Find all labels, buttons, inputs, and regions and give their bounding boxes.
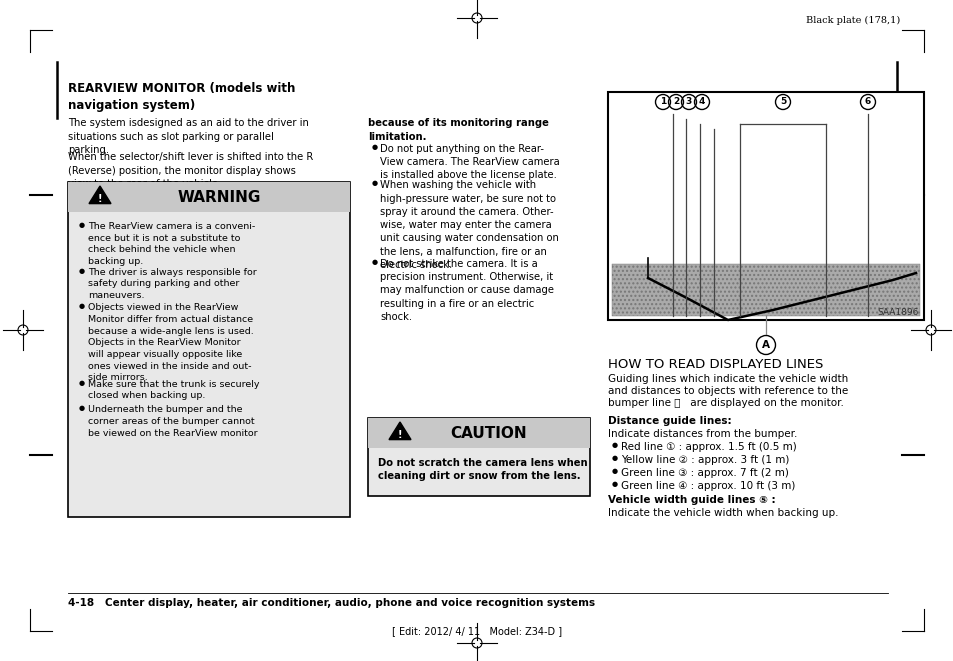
Text: CAUTION: CAUTION bbox=[450, 426, 527, 442]
Text: Green line ④ : approx. 10 ft (3 m): Green line ④ : approx. 10 ft (3 m) bbox=[620, 481, 795, 491]
Text: Do not scratch the camera lens when
cleaning dirt or snow from the lens.: Do not scratch the camera lens when clea… bbox=[377, 458, 587, 481]
Text: SAA1896: SAA1896 bbox=[877, 308, 918, 317]
Circle shape bbox=[775, 95, 790, 110]
Text: Vehicle width guide lines ⑤ :: Vehicle width guide lines ⑤ : bbox=[607, 495, 775, 505]
Text: Do not strike the camera. It is a
precision instrument. Otherwise, it
may malfun: Do not strike the camera. It is a precis… bbox=[379, 259, 554, 322]
Text: When the selector/shift lever is shifted into the R
(Reverse) position, the moni: When the selector/shift lever is shifted… bbox=[68, 152, 313, 189]
Bar bbox=[368, 418, 589, 448]
Circle shape bbox=[655, 95, 670, 110]
Polygon shape bbox=[89, 186, 111, 204]
Circle shape bbox=[860, 95, 875, 110]
Text: ●: ● bbox=[612, 455, 618, 461]
Text: !: ! bbox=[97, 194, 102, 204]
Text: The driver is always responsible for
safety during parking and other
maneuvers.: The driver is always responsible for saf… bbox=[88, 268, 256, 300]
Text: 6: 6 bbox=[864, 98, 870, 106]
Text: because of its monitoring range
limitation.: because of its monitoring range limitati… bbox=[368, 118, 548, 141]
Polygon shape bbox=[389, 422, 411, 440]
Text: Make sure that the trunk is securely
closed when backing up.: Make sure that the trunk is securely clo… bbox=[88, 380, 259, 401]
Text: ●: ● bbox=[372, 180, 377, 186]
Text: 4: 4 bbox=[699, 98, 704, 106]
Text: ●: ● bbox=[79, 405, 85, 411]
Text: ●: ● bbox=[612, 442, 618, 448]
Text: ●: ● bbox=[612, 481, 618, 487]
Text: The RearView camera is a conveni-
ence but it is not a substitute to
check behin: The RearView camera is a conveni- ence b… bbox=[88, 222, 255, 266]
Text: REARVIEW MONITOR (models with
navigation system): REARVIEW MONITOR (models with navigation… bbox=[68, 82, 295, 112]
Text: Underneath the bumper and the
corner areas of the bumper cannot
be viewed on the: Underneath the bumper and the corner are… bbox=[88, 405, 257, 438]
Text: !: ! bbox=[397, 430, 402, 440]
Text: ●: ● bbox=[372, 144, 377, 150]
Text: ●: ● bbox=[372, 259, 377, 265]
Text: ●: ● bbox=[79, 222, 85, 228]
Text: Green line ③ : approx. 7 ft (2 m): Green line ③ : approx. 7 ft (2 m) bbox=[620, 468, 788, 478]
Text: 1: 1 bbox=[659, 98, 665, 106]
Text: When washing the vehicle with
high-pressure water, be sure not to
spray it aroun: When washing the vehicle with high-press… bbox=[379, 180, 558, 270]
Circle shape bbox=[756, 336, 775, 354]
Text: Distance guide lines:: Distance guide lines: bbox=[607, 416, 731, 426]
Text: 2: 2 bbox=[672, 98, 679, 106]
Circle shape bbox=[668, 95, 682, 110]
Text: ●: ● bbox=[79, 380, 85, 386]
Text: The system isdesigned as an aid to the driver in
situations such as slot parking: The system isdesigned as an aid to the d… bbox=[68, 118, 309, 155]
Text: 5: 5 bbox=[779, 98, 785, 106]
Circle shape bbox=[694, 95, 709, 110]
Text: HOW TO READ DISPLAYED LINES: HOW TO READ DISPLAYED LINES bbox=[607, 358, 822, 371]
Text: A: A bbox=[761, 340, 769, 350]
Text: 4-18   Center display, heater, air conditioner, audio, phone and voice recogniti: 4-18 Center display, heater, air conditi… bbox=[68, 598, 595, 608]
Text: Do not put anything on the Rear-
View camera. The RearView camera
is installed a: Do not put anything on the Rear- View ca… bbox=[379, 144, 559, 180]
Text: Yellow line ② : approx. 3 ft (1 m): Yellow line ② : approx. 3 ft (1 m) bbox=[620, 455, 788, 465]
Text: 3: 3 bbox=[685, 98, 691, 106]
Text: [ Edit: 2012/ 4/ 11   Model: Z34-D ]: [ Edit: 2012/ 4/ 11 Model: Z34-D ] bbox=[392, 626, 561, 636]
Circle shape bbox=[680, 95, 696, 110]
Text: ●: ● bbox=[79, 303, 85, 309]
Text: ●: ● bbox=[612, 468, 618, 474]
Text: Indicate distances from the bumper.: Indicate distances from the bumper. bbox=[607, 429, 797, 439]
Text: bumper line ⓐ   are displayed on the monitor.: bumper line ⓐ are displayed on the monit… bbox=[607, 398, 843, 408]
Text: Guiding lines which indicate the vehicle width: Guiding lines which indicate the vehicle… bbox=[607, 374, 847, 384]
Text: WARNING: WARNING bbox=[177, 190, 260, 206]
Text: Objects viewed in the RearView
Monitor differ from actual distance
because a wid: Objects viewed in the RearView Monitor d… bbox=[88, 303, 253, 382]
Bar bbox=[612, 264, 919, 316]
Text: Red line ① : approx. 1.5 ft (0.5 m): Red line ① : approx. 1.5 ft (0.5 m) bbox=[620, 442, 796, 452]
Text: ●: ● bbox=[79, 268, 85, 274]
Bar bbox=[607, 92, 923, 320]
Bar bbox=[68, 182, 350, 212]
Bar bbox=[68, 182, 350, 517]
Text: Black plate (178,1): Black plate (178,1) bbox=[805, 16, 899, 25]
Bar bbox=[368, 418, 589, 496]
Bar bbox=[612, 264, 919, 316]
Text: and distances to objects with reference to the: and distances to objects with reference … bbox=[607, 386, 847, 396]
Text: Indicate the vehicle width when backing up.: Indicate the vehicle width when backing … bbox=[607, 508, 838, 518]
